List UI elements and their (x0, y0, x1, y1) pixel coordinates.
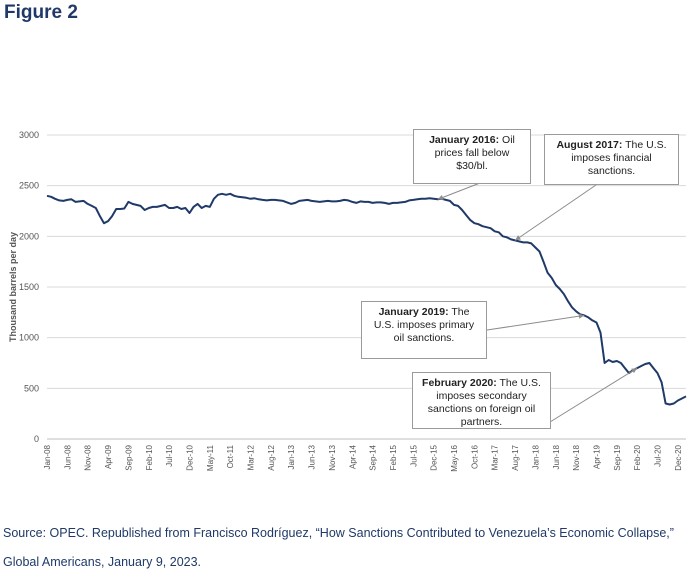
x-tick-label: Oct-16 (470, 444, 479, 469)
x-tick-label: Mar-12 (247, 444, 256, 470)
x-tick-label: Oct-11 (226, 444, 235, 468)
annotation-box: August 2017: The U.S. imposes financial … (544, 134, 679, 185)
x-tick-label: Jul-20 (654, 444, 663, 466)
annotation-arrow (549, 367, 638, 423)
x-tick-label: Jun-18 (552, 444, 561, 469)
y-tick-label: 0 (34, 434, 39, 444)
x-tick-label: Dec-15 (430, 444, 439, 470)
production-line-chart: 0 500 1000 1500 2000 2500 3000 Thousand barrels… (8, 130, 687, 472)
y-axis-title: Thousand barrels per day (8, 232, 18, 342)
x-tick-label: Jul-10 (165, 444, 174, 466)
x-tick-label: Jun-08 (63, 444, 72, 469)
y-tick-label: 3000 (19, 130, 39, 140)
x-tick-label: Dec-20 (674, 444, 683, 470)
x-tick-label: Apr-19 (592, 444, 601, 469)
annotation-text: The U.S. imposes financial sanctions. (571, 139, 667, 177)
series-line (46, 192, 687, 406)
annotation-box: February 2020: The U.S. imposes secondar… (412, 372, 551, 429)
y-tick-label: 500 (24, 383, 39, 393)
annotation-date: January 2019: (378, 306, 449, 318)
annotation-date: August 2017: (556, 139, 623, 151)
annotation-box: January 2019: The U.S. imposes primary o… (361, 301, 487, 359)
x-tick-label: Nov-13 (328, 444, 337, 470)
x-tick-label: Jan-13 (287, 444, 296, 469)
x-tick-label: Dec-10 (185, 444, 194, 470)
x-tick-label: Sep-19 (613, 444, 622, 470)
annotation-arrow (514, 184, 597, 241)
x-tick-label: Apr-14 (348, 444, 357, 469)
x-tick-label: Feb-10 (145, 444, 154, 470)
annotation-text: Oil prices fall below $30/bl. (434, 134, 515, 172)
annotation-text: The U.S. imposes secondary sanctions on … (427, 377, 541, 428)
x-tick-label: Feb-20 (633, 444, 642, 470)
x-tick-label: Sep-09 (124, 444, 133, 470)
x-tick-label: May-11 (206, 444, 215, 471)
x-tick-label: Aug-17 (511, 444, 520, 470)
x-tick-label: May-16 (450, 444, 459, 471)
figure-title: Figure 2 (4, 2, 78, 23)
x-tick-label: Jan-18 (531, 444, 540, 469)
x-tick-label: Mar-17 (491, 444, 500, 470)
annotation-date: January 2016: (429, 134, 500, 146)
x-tick-label: Nov-18 (572, 444, 581, 470)
x-tick-label: Nov-08 (84, 444, 93, 470)
x-tick-label: Apr-09 (104, 444, 113, 469)
x-tick-label: Jun-13 (308, 444, 317, 469)
y-tick-label: 2000 (19, 231, 39, 241)
annotation-text: The U.S. imposes primary oil sanctions. (373, 306, 475, 344)
source-note: Source: OPEC. Republished from Francisco… (3, 526, 674, 569)
annotation-box: January 2016: Oil prices fall below $30/… (413, 129, 531, 184)
annotation-arrowhead (515, 235, 521, 241)
annotation-date: February 2020: (422, 377, 497, 389)
annotation-arrowhead (437, 194, 444, 200)
x-tick-label: Aug-12 (267, 444, 276, 470)
x-tick-label: Jul-15 (409, 444, 418, 466)
x-tick-label: Jan-08 (43, 444, 52, 469)
y-tick-label: 1500 (19, 282, 39, 292)
x-tick-label: Sep-14 (369, 444, 378, 470)
x-tick-label: Feb-15 (389, 444, 398, 470)
annotation-arrow (486, 314, 585, 331)
y-tick-label: 2500 (19, 181, 39, 191)
y-tick-label: 1000 (19, 333, 39, 343)
annotation-arrow (437, 182, 481, 200)
annotation-arrowhead (631, 368, 638, 374)
annotation-arrowhead (578, 313, 585, 319)
